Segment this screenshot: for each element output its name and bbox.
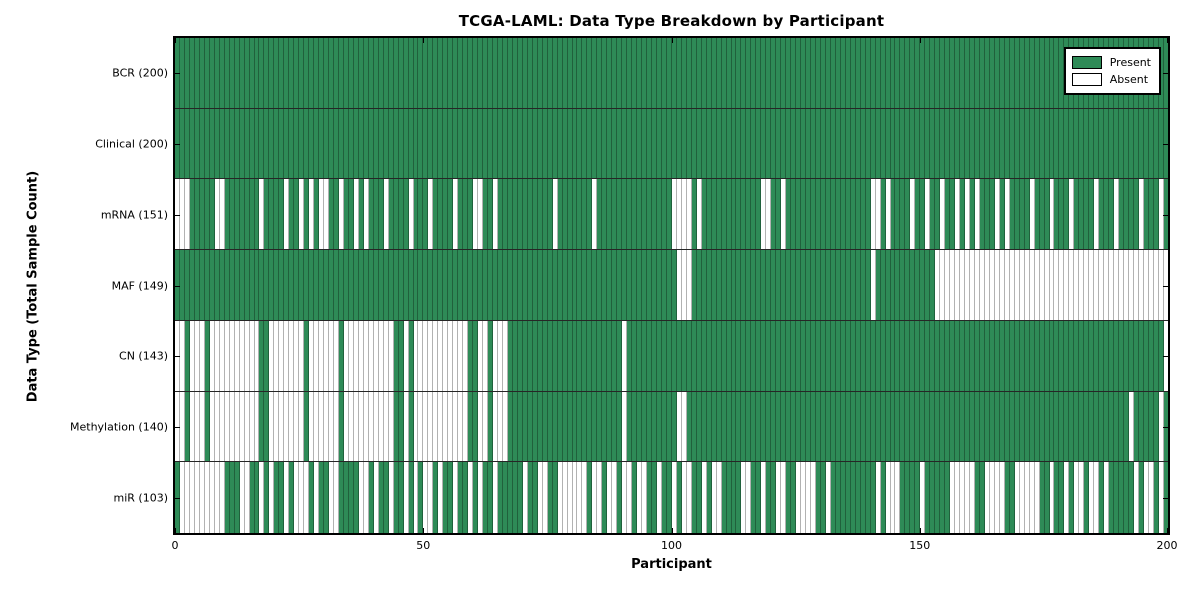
x-tick-mark — [423, 38, 425, 43]
heatmap-row-mir — [175, 462, 1168, 533]
heatmap-row-mrna — [175, 179, 1168, 251]
y-tick-mark — [175, 356, 180, 358]
y-tick-mark — [175, 426, 180, 428]
y-tick-mark — [1163, 285, 1168, 287]
y-tick-mark — [1163, 426, 1168, 428]
y-tick-label-clinical: Clinical (200) — [95, 137, 168, 151]
y-tick-mark — [175, 285, 180, 287]
x-tick-label-200: 200 — [1156, 539, 1178, 552]
y-tick-label-methylation: Methylation (140) — [70, 420, 168, 434]
heatmap-row-bcr — [175, 38, 1168, 109]
y-tick-mark — [1163, 214, 1168, 216]
legend: Present Absent — [1063, 47, 1161, 95]
y-tick-mark — [1163, 497, 1168, 499]
x-tick-label-150: 150 — [909, 539, 931, 552]
x-tick-mark — [1167, 38, 1168, 43]
y-tick-label-bcr: BCR (200) — [112, 66, 168, 80]
x-tick-label-0: 0 — [171, 539, 179, 552]
legend-entry-present: Present — [1071, 54, 1151, 71]
x-tick-mark — [175, 528, 176, 533]
y-tick-mark — [175, 497, 180, 499]
y-tick-label-cn: CN (143) — [119, 349, 168, 363]
y-tick-label-mir: miR (103) — [113, 491, 169, 505]
present-swatch — [1071, 56, 1102, 69]
x-tick-mark — [423, 528, 425, 533]
x-tick-label-50: 50 — [416, 539, 431, 552]
heatmap-row-clinical — [175, 108, 1168, 180]
heatmap-row-cn — [175, 320, 1168, 392]
heatmap-row-methylation — [175, 391, 1168, 463]
x-tick-mark — [1167, 528, 1168, 533]
y-tick-mark — [175, 144, 180, 146]
absent-swatch — [1071, 73, 1102, 86]
x-axis-label: Participant — [631, 557, 712, 572]
x-tick-label-100: 100 — [661, 539, 682, 552]
y-tick-label-mrna: mRNA (151) — [100, 208, 168, 222]
x-tick-mark — [919, 38, 921, 43]
chart-title: TCGA-LAML: Data Type Breakdown by Partic… — [458, 12, 885, 30]
plot-area: Present Absent — [173, 36, 1170, 535]
y-tick-mark — [1163, 144, 1168, 146]
x-tick-mark — [671, 38, 673, 43]
x-tick-mark — [671, 528, 673, 533]
legend-label-absent: Absent — [1109, 73, 1149, 86]
legend-label-present: Present — [1109, 56, 1151, 69]
x-tick-mark — [175, 38, 176, 43]
y-tick-label-maf: MAF (149) — [111, 279, 168, 292]
heatmap-row-maf — [175, 250, 1168, 321]
y-tick-mark — [175, 73, 180, 75]
legend-entry-absent: Absent — [1071, 71, 1151, 88]
y-tick-mark — [1163, 73, 1168, 75]
y-tick-mark — [1163, 356, 1168, 358]
x-tick-mark — [919, 528, 921, 533]
y-tick-mark — [175, 214, 180, 216]
